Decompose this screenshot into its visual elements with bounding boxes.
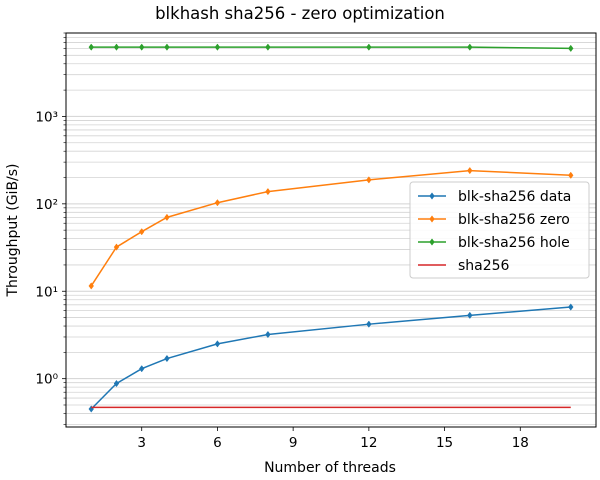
legend-item: sha256: [418, 258, 510, 274]
data-point: [429, 215, 435, 223]
data-point: [214, 340, 221, 348]
data-point: [265, 187, 271, 196]
series-blk-sha256-zero: [88, 166, 574, 290]
data-point: [164, 213, 170, 221]
data-point: [265, 330, 271, 339]
data-point: [214, 199, 221, 207]
series-line: [90, 306, 571, 410]
legend-label: sha256: [458, 258, 510, 274]
legend-label: blk-sha256 data: [458, 189, 571, 205]
x-tick-label: 9: [289, 435, 298, 451]
y-tick-label: 10¹: [35, 284, 58, 300]
data-point: [164, 43, 170, 51]
x-tick-label: 6: [213, 435, 222, 451]
data-point: [113, 43, 120, 51]
data-point: [568, 171, 574, 179]
data-point: [214, 43, 221, 51]
x-tick-label: 12: [360, 435, 377, 451]
axis-ticks: 3 6 9 12 15 18 10⁰ 10¹ 10² 10³: [35, 32, 529, 451]
legend-frame: [409, 181, 590, 279]
data-point: [429, 238, 435, 246]
series-blk-sha256-data: [88, 303, 574, 413]
data-point: [113, 243, 120, 251]
data-point: [366, 43, 372, 51]
data-point: [265, 43, 271, 51]
data-point: [139, 43, 145, 51]
legend-label: blk-sha256 hole: [458, 235, 570, 251]
data-point: [113, 379, 120, 388]
plot-area: [88, 43, 574, 413]
legend-item: blk-sha256 zero: [418, 212, 570, 228]
data-point: [164, 354, 170, 363]
x-tick-label: 3: [137, 435, 146, 451]
y-tick-label: 10²: [35, 197, 58, 213]
data-point: [568, 303, 574, 311]
legend-item: blk-sha256 data: [418, 189, 571, 205]
data-point: [467, 166, 473, 175]
y-tick-label: 10⁰: [35, 372, 58, 388]
x-tick-label: 15: [436, 435, 453, 451]
data-point: [88, 282, 94, 290]
y-tick-label: 10³: [35, 109, 58, 125]
data-point: [139, 365, 145, 373]
data-point: [366, 320, 372, 328]
x-tick-label: 18: [512, 435, 529, 451]
data-point: [568, 44, 574, 53]
chart-title: blkhash sha256 - zero optimization: [155, 4, 445, 23]
legend: blk-sha256 data blk-sha256 zero blk-sha256…: [409, 181, 590, 279]
data-point: [139, 228, 145, 236]
data-point: [88, 43, 94, 51]
y-axis-label: Throughput (GiB/s): [5, 163, 21, 297]
legend-label: blk-sha256 zero: [458, 212, 570, 228]
data-point: [467, 43, 473, 51]
data-point: [366, 176, 372, 184]
legend-item: blk-sha256 hole: [418, 235, 570, 251]
x-axis-label: Number of threads: [264, 460, 396, 476]
series-blk-sha256-hole: [88, 43, 574, 53]
data-point: [429, 192, 435, 200]
data-point: [467, 311, 473, 319]
